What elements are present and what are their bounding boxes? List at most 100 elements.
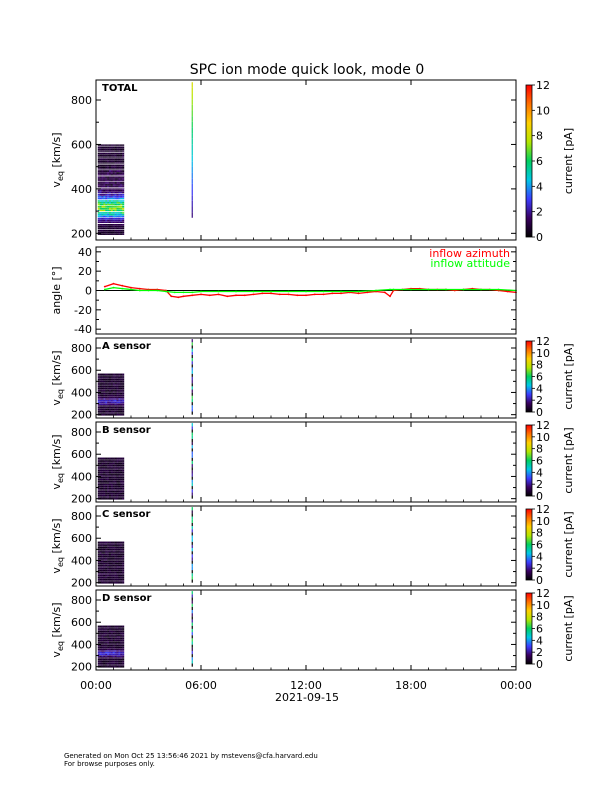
spectrogram-cell xyxy=(103,229,106,232)
spike-segment xyxy=(191,650,193,655)
spectrogram-cell xyxy=(107,655,110,658)
spectrogram-cell xyxy=(110,625,113,628)
spectrogram-cell xyxy=(114,178,117,180)
spectrogram-cell xyxy=(116,541,119,544)
spectrogram-cell xyxy=(120,657,123,659)
spectrogram-cell xyxy=(118,219,121,222)
spectrogram-cell xyxy=(97,566,100,568)
spectrogram-cell xyxy=(105,410,108,413)
spectrogram-cell xyxy=(120,176,123,178)
spike-segment xyxy=(191,495,193,499)
spectrogram-cell xyxy=(109,195,112,198)
spectrogram-cell xyxy=(107,482,110,484)
spectrogram-cell xyxy=(112,571,115,574)
spectrogram-cell xyxy=(116,553,119,556)
spectrogram-cell xyxy=(114,576,117,579)
spectrogram-cell xyxy=(116,399,119,402)
spectrogram-cell xyxy=(120,548,123,551)
spectrogram-cell xyxy=(97,378,100,381)
spectrogram-cell xyxy=(103,403,106,406)
colorbar-label: current [pA] xyxy=(562,128,575,194)
spectrogram-cell xyxy=(112,660,115,663)
spectrogram-cell xyxy=(99,403,102,406)
spectrogram-cell xyxy=(118,172,121,174)
spectrogram-cell xyxy=(118,215,121,218)
spectrogram-cell xyxy=(116,559,119,561)
spectrogram-cell xyxy=(116,576,119,579)
spike-segment xyxy=(191,507,193,511)
spectrogram-cell xyxy=(118,564,121,566)
spectrogram-cell xyxy=(103,648,106,650)
spectrogram-cell xyxy=(112,473,115,475)
spike-segment xyxy=(191,647,193,651)
spectrogram-cell xyxy=(116,476,119,479)
spectrogram-cell xyxy=(107,225,110,228)
spectrogram-cell xyxy=(109,170,112,172)
spectrogram-cell xyxy=(109,478,112,481)
spectrogram-cell xyxy=(109,380,112,383)
spectrogram-cell xyxy=(112,566,115,568)
spectrogram-cell xyxy=(99,475,102,477)
spectrogram-cell xyxy=(118,487,121,490)
spectrogram-cell xyxy=(97,375,100,377)
spectrogram-cell xyxy=(99,625,102,628)
spectrogram-cell xyxy=(110,569,113,572)
spectrogram-cell xyxy=(110,231,113,234)
spectrogram-cell xyxy=(105,211,108,214)
spectrogram-cell xyxy=(110,233,113,235)
spectrogram-cell xyxy=(103,412,106,414)
spectrogram-cell xyxy=(110,184,113,186)
spectrogram-cell xyxy=(112,653,115,656)
spectrogram-cell xyxy=(112,543,115,545)
spectrogram-cell xyxy=(107,480,110,482)
spectrogram-cell xyxy=(110,466,113,468)
spectrogram-cell xyxy=(110,410,113,413)
spectrogram-cell xyxy=(122,162,125,164)
spectrogram-cell xyxy=(112,634,115,636)
spike-segment xyxy=(191,519,193,523)
spectrogram-cell xyxy=(97,651,100,654)
spectrogram-cell xyxy=(118,494,121,497)
spectrogram-cell xyxy=(120,392,123,395)
spectrogram-cell xyxy=(99,461,102,463)
spectrogram-cell xyxy=(109,636,112,638)
spectrogram-cell xyxy=(114,496,117,498)
spectrogram-cell xyxy=(112,648,115,650)
spectrogram-cell xyxy=(109,201,112,204)
spectrogram-cell xyxy=(116,412,119,414)
spectrogram-cell xyxy=(116,627,119,629)
spike-segment xyxy=(191,473,193,477)
spectrogram-cell xyxy=(116,168,119,170)
spectrogram-cell xyxy=(122,489,125,491)
spectrogram-cell xyxy=(112,213,115,216)
spectrogram-cell xyxy=(110,550,113,552)
spectrogram-cell xyxy=(103,186,106,188)
panel-frame xyxy=(95,589,517,671)
spectrogram-cell xyxy=(122,632,125,635)
spike-segment xyxy=(191,538,193,542)
spectrogram-cell xyxy=(101,209,104,212)
spectrogram-cell xyxy=(116,578,119,581)
spectrogram-cell xyxy=(105,191,108,194)
spectrogram-cell xyxy=(120,219,123,222)
spectrogram-cell xyxy=(122,630,125,633)
spectrogram-cell xyxy=(107,469,110,472)
spectrogram-cell xyxy=(109,156,112,158)
spectrogram-cell xyxy=(97,637,100,640)
spectrogram-cell xyxy=(110,215,113,218)
spectrogram-cell xyxy=(109,172,112,174)
spike-segment xyxy=(191,613,193,617)
spectrogram-cell xyxy=(122,457,125,460)
spectrogram-cell xyxy=(120,475,123,477)
spectrogram-cell xyxy=(118,233,121,235)
spectrogram-cell xyxy=(120,483,123,486)
spectrogram-cell xyxy=(99,405,102,407)
spectrogram-cell xyxy=(97,482,100,484)
spectrogram-cell xyxy=(122,461,125,463)
spectrogram-cell xyxy=(116,233,119,235)
spike-segment xyxy=(191,189,193,196)
angle-point xyxy=(270,290,272,293)
spectrogram-cell xyxy=(105,150,108,152)
spectrogram-cell xyxy=(105,580,108,582)
